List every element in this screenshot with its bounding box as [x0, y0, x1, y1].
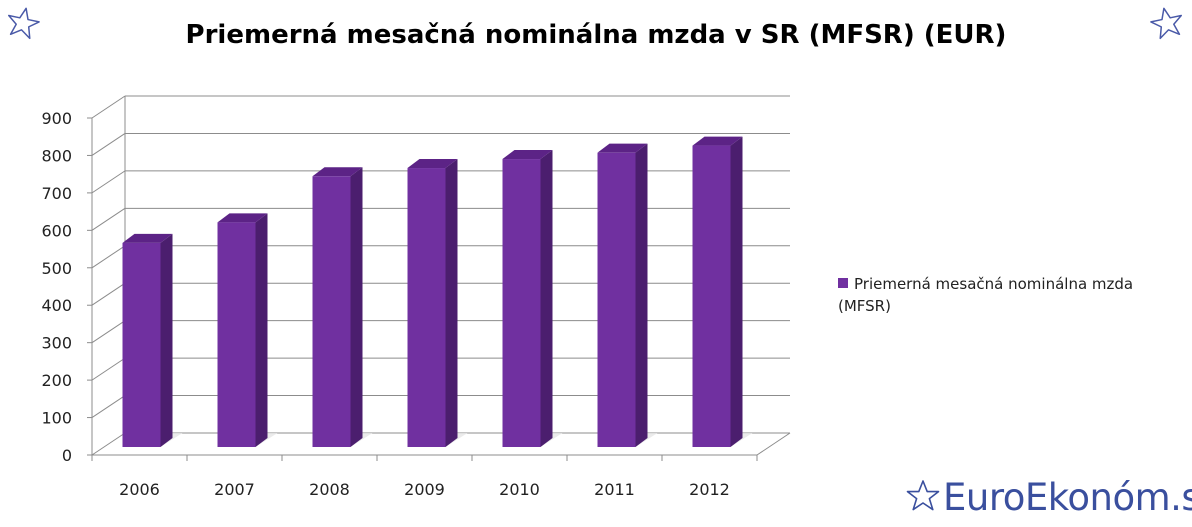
bar-top [217, 213, 268, 223]
floor-edge [756, 432, 791, 456]
gridline-side [91, 432, 126, 456]
bar [407, 168, 446, 448]
star-icon [1150, 7, 1182, 40]
gridline-side [91, 95, 126, 119]
bar [312, 176, 351, 447]
chart-bars [122, 136, 753, 448]
gridline-side [91, 320, 126, 344]
bar [217, 222, 256, 447]
bar-top [597, 143, 648, 153]
y-tick-label: 800 [41, 146, 72, 165]
x-tick-label: 2011 [594, 480, 635, 499]
bar-side [445, 159, 458, 448]
bar-top [122, 233, 173, 243]
bar-top [692, 136, 743, 146]
bar [692, 145, 731, 448]
brand-text: EuroEkonóm.sk [943, 476, 1192, 519]
bar-side [160, 233, 173, 447]
y-tick-label: 200 [41, 371, 72, 390]
bar-side [255, 213, 268, 447]
legend-label: Priemerná mesačná nominálna mzda (MFSR) [838, 275, 1134, 315]
bar-side [635, 143, 648, 448]
y-tick-label: 700 [41, 184, 72, 203]
star-icon [8, 7, 40, 40]
y-tick-label: 600 [41, 221, 72, 240]
y-tick-label: 300 [41, 334, 72, 353]
y-axis-ticks: 0 100 200 300 400 500 600 700 800 900 [41, 109, 72, 465]
brand-logo: EuroEkonóm.sk [906, 476, 1192, 519]
legend-swatch [838, 278, 848, 288]
bar-side [730, 136, 743, 448]
y-tick-label: 400 [41, 296, 72, 315]
bar [597, 152, 636, 448]
gridline-side [91, 395, 126, 418]
y-tick-label: 500 [41, 259, 72, 278]
gridline-side [91, 282, 126, 306]
bar-side [350, 167, 363, 447]
bar-top [312, 167, 363, 177]
bar [122, 242, 161, 447]
x-tick-label: 2007 [214, 480, 255, 499]
chart-legend: Priemerná mesačná nominálna mzda (MFSR) [838, 273, 1178, 317]
x-tick-label: 2008 [309, 480, 350, 499]
x-axis-ticks: 2006 2007 2008 2009 2010 2011 2012 [119, 480, 730, 499]
y-tick-label: 100 [41, 409, 72, 428]
gridline-side [91, 245, 126, 269]
bar-top [502, 150, 553, 160]
x-tick-label: 2009 [404, 480, 445, 499]
x-tick-label: 2006 [119, 480, 160, 499]
x-tick-label: 2012 [689, 480, 730, 499]
chart-title: Priemerná mesačná nominálna mzda v SR (M… [185, 20, 1007, 50]
gridline-side [91, 357, 126, 381]
y-tick-label: 0 [62, 446, 72, 465]
gridline-side [91, 133, 126, 156]
star-icon [906, 480, 940, 511]
gridline-side [91, 170, 126, 194]
y-tick-label: 900 [41, 109, 72, 128]
x-tick-label: 2010 [499, 480, 540, 499]
bar-top [407, 159, 458, 169]
gridline-side [91, 207, 126, 231]
bar [502, 159, 541, 447]
bar-side [540, 150, 553, 447]
